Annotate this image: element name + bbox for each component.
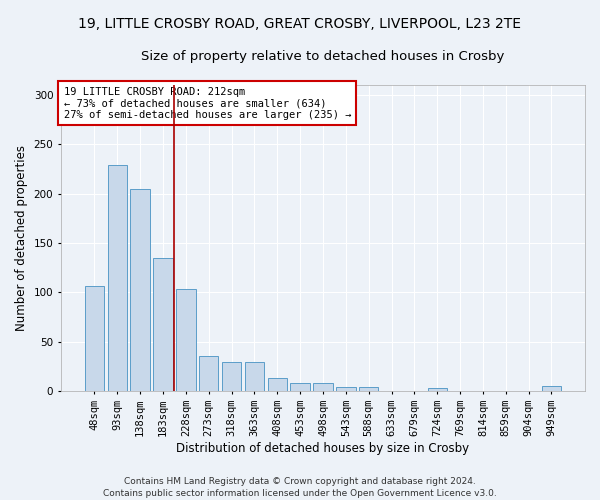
X-axis label: Distribution of detached houses by size in Crosby: Distribution of detached houses by size …	[176, 442, 470, 455]
Bar	[199, 356, 218, 392]
Text: 19 LITTLE CROSBY ROAD: 212sqm
← 73% of detached houses are smaller (634)
27% of : 19 LITTLE CROSBY ROAD: 212sqm ← 73% of d…	[64, 86, 351, 120]
Bar	[176, 288, 196, 392]
Bar	[245, 362, 264, 392]
Bar	[542, 386, 561, 392]
Bar	[290, 384, 310, 392]
Text: Contains HM Land Registry data © Crown copyright and database right 2024.
Contai: Contains HM Land Registry data © Crown c…	[103, 476, 497, 498]
Bar	[154, 258, 173, 392]
Bar	[130, 188, 150, 392]
Bar	[85, 286, 104, 392]
Bar	[428, 388, 447, 392]
Y-axis label: Number of detached properties: Number of detached properties	[15, 145, 28, 331]
Bar	[222, 362, 241, 392]
Bar	[359, 388, 379, 392]
Text: 19, LITTLE CROSBY ROAD, GREAT CROSBY, LIVERPOOL, L23 2TE: 19, LITTLE CROSBY ROAD, GREAT CROSBY, LI…	[79, 18, 521, 32]
Bar	[336, 388, 356, 392]
Bar	[268, 378, 287, 392]
Bar	[107, 165, 127, 392]
Title: Size of property relative to detached houses in Crosby: Size of property relative to detached ho…	[141, 50, 505, 63]
Bar	[313, 384, 332, 392]
